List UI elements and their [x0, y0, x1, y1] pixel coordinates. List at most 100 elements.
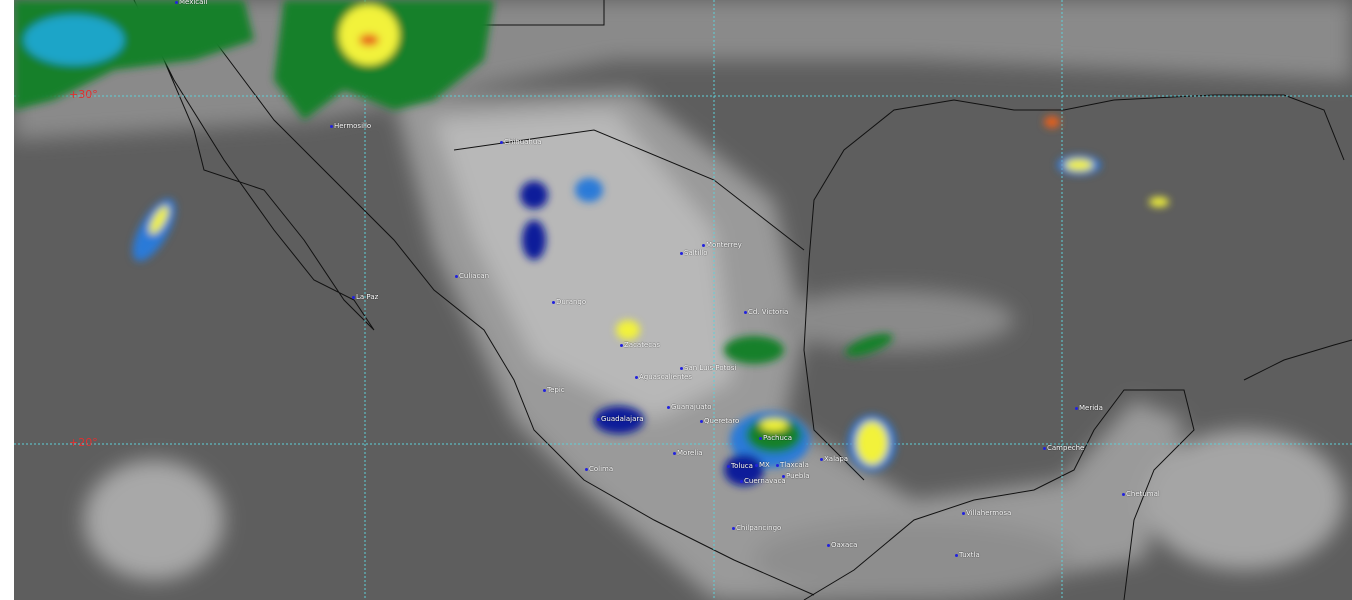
city-dot-icon	[1043, 446, 1046, 450]
city-label: Cd. Victoria	[744, 308, 788, 316]
city-name: Cuernavaca	[744, 477, 786, 485]
city-dot-icon	[700, 419, 703, 423]
city-name: Hermosillo	[334, 122, 372, 130]
city-name: Tepic	[547, 386, 565, 394]
city-dot-icon	[955, 553, 958, 557]
city-label: Merida	[1075, 404, 1103, 412]
infrared-map: +30° +20° Mexicali Hermosillo Chihuahua La …	[14, 0, 1352, 600]
city-label: Durango	[552, 298, 586, 306]
city-dot-icon	[702, 243, 705, 247]
city-dot-icon	[620, 343, 623, 347]
city-label: Oaxaca	[827, 541, 857, 549]
city-label: Campeche	[1043, 444, 1084, 452]
city-name: Zacatecas	[624, 341, 661, 349]
city-name: Campeche	[1047, 444, 1085, 452]
cloud-land-texture	[14, 0, 1352, 600]
city-name: Tuxtla	[959, 551, 980, 559]
city-label: Monterrey	[702, 241, 742, 249]
city-label: Tuxtla	[955, 551, 980, 559]
city-name: Guadalajara	[601, 415, 644, 423]
city-name: Guanajuato	[671, 403, 712, 411]
city-dot-icon	[732, 526, 735, 530]
city-label: Culiacan	[455, 272, 489, 280]
city-name: San Luis Potosi	[684, 364, 737, 372]
city-name: Durango	[556, 298, 587, 306]
city-label: Puebla	[782, 472, 810, 480]
city-name: Chihuahua	[504, 138, 542, 146]
city-label: Pachuca	[759, 434, 792, 442]
city-name: Cd. Victoria	[748, 308, 789, 316]
city-label: Saltillo	[680, 249, 708, 257]
city-label: Zacatecas	[620, 341, 660, 349]
city-label: Guadalajara	[597, 415, 644, 423]
city-dot-icon	[543, 388, 546, 392]
city-label: Toluca	[727, 462, 753, 470]
city-label: Tlaxcala	[776, 461, 809, 469]
city-name: Chetumal	[1126, 490, 1160, 498]
city-name: Pachuca	[763, 434, 793, 442]
lat-lon-grid	[14, 0, 1352, 600]
city-dot-icon	[455, 274, 458, 278]
city-name: Puebla	[786, 472, 810, 480]
city-label: San Luis Potosi	[680, 364, 736, 372]
city-label: Chilpancingo	[732, 524, 781, 532]
city-dot-icon	[740, 479, 743, 483]
city-dot-icon	[673, 451, 676, 455]
city-dot-icon	[597, 417, 600, 421]
city-name: Morelia	[677, 449, 703, 457]
city-label: Chetumal	[1122, 490, 1160, 498]
city-label: Hermosillo	[330, 122, 371, 130]
city-name: Chilpancingo	[736, 524, 782, 532]
city-dot-icon	[680, 251, 683, 255]
latitude-label-30: +30°	[69, 88, 98, 101]
city-name: MX	[759, 461, 770, 469]
city-label: MX	[755, 461, 770, 469]
city-dot-icon	[782, 474, 785, 478]
city-label: Cuernavaca	[740, 477, 786, 485]
convective-clouds	[14, 0, 1169, 486]
city-label: Morelia	[673, 449, 703, 457]
city-dot-icon	[776, 463, 779, 467]
city-dot-icon	[330, 124, 333, 128]
city-dot-icon	[727, 464, 730, 468]
city-name: Aguascalientes	[639, 373, 693, 381]
city-dot-icon	[1122, 492, 1125, 496]
city-label: Xalapa	[820, 455, 848, 463]
city-name: Saltillo	[684, 249, 708, 257]
city-label: Colima	[585, 465, 613, 473]
city-dot-icon	[585, 467, 588, 471]
city-name: Monterrey	[706, 241, 742, 249]
city-dot-icon	[680, 366, 683, 370]
city-dot-icon	[744, 310, 747, 314]
city-name: Mexicali	[179, 0, 208, 6]
city-label: Chihuahua	[500, 138, 542, 146]
city-label: Queretaro	[700, 417, 739, 425]
city-dot-icon	[827, 543, 830, 547]
city-label: Mexicali	[175, 0, 207, 6]
city-name: Merida	[1079, 404, 1103, 412]
city-label: Tepic	[543, 386, 565, 394]
city-name: Colima	[589, 465, 614, 473]
city-dot-icon	[759, 436, 762, 440]
city-dot-icon	[1075, 406, 1078, 410]
city-label: Villahermosa	[962, 509, 1011, 517]
city-label: La Paz	[352, 293, 378, 301]
map-layer	[14, 0, 1352, 600]
city-dot-icon	[552, 300, 555, 304]
city-name: Oaxaca	[831, 541, 858, 549]
latitude-label-20: +20°	[69, 436, 98, 449]
city-name: La Paz	[356, 293, 379, 301]
city-dot-icon	[820, 457, 823, 461]
city-dot-icon	[500, 140, 503, 144]
city-dot-icon	[175, 0, 178, 4]
coastlines	[133, 0, 1352, 600]
city-name: Culiacan	[459, 272, 490, 280]
city-dot-icon	[352, 295, 355, 299]
city-label: Aguascalientes	[635, 373, 692, 381]
city-label: Guanajuato	[667, 403, 712, 411]
city-name: Queretaro	[704, 417, 740, 425]
city-name: Toluca	[731, 462, 753, 470]
city-dot-icon	[667, 405, 670, 409]
city-dot-icon	[755, 463, 758, 467]
